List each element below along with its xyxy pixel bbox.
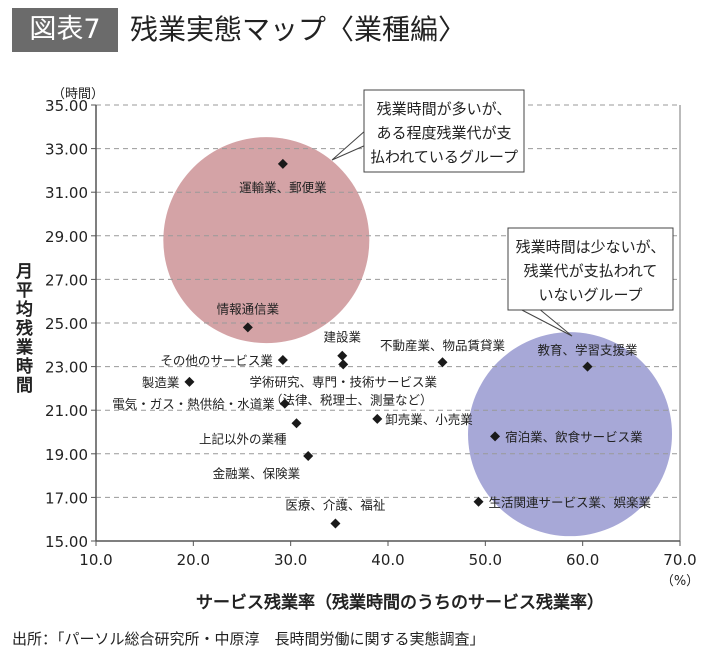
data-point-marker [242,322,253,333]
data-point-label: 宿泊業、飲食サービス業 [505,429,643,444]
data-point-label: 医療、介護、福祉 [285,498,386,513]
x-tick-label: 50.0 [469,551,502,569]
y-axis-title: 月平均残業時間 [12,262,34,395]
low-group-circle [468,332,673,537]
data-point-label: 製造業 [142,375,180,390]
low-group-callout-pointer [517,307,573,337]
data-point-label: 生活関連サービス業、娯楽業 [489,495,652,510]
data-point-label: （法律、税理士、測量など） [270,392,433,407]
x-tick-label: 70.0 [663,551,696,569]
data-point-marker [303,450,314,461]
y-tick-label: 35.00 [45,97,88,115]
x-tick-label: 60.0 [566,551,599,569]
low-group-callout-box [507,227,674,311]
y-tick-label: 15.00 [45,533,88,551]
low-group-callout-text: 残業代が支払われて [524,262,658,280]
data-point-label: 不動産業、物品賃貸業 [380,338,506,353]
high-group-callout-box [363,89,525,173]
high-group-callout-text: 払われているグループ [370,148,518,166]
data-point-marker [279,398,290,409]
x-tick-label: 20.0 [177,551,210,569]
data-point-marker [473,496,484,507]
data-point-label: 教育、学習支援業 [538,343,639,358]
data-point-marker [338,359,349,370]
high-group-callout-text: 残業時間が多いが、 [377,100,512,118]
x-tick-label: 30.0 [274,551,307,569]
data-point-marker [372,413,383,424]
data-point-marker [277,355,288,366]
x-tick-label: 40.0 [371,551,404,569]
low-group-callout-text: 残業時間は少ないが、 [516,238,666,256]
data-point-label: 情報通信業 [217,301,280,316]
high-group-callout-pointer [331,129,367,161]
data-point-marker [582,361,593,372]
data-point-marker [330,518,341,529]
data-point-label: 電気・ガス・熱供給・水道業 [112,397,275,412]
y-tick-label: 27.00 [45,271,88,289]
data-point-label: 運輸業、郵便業 [239,180,327,195]
data-point-label: 建設業 [323,330,361,345]
y-tick-label: 25.00 [45,315,88,333]
chart-title: 残業実態マップ〈業種編〉 [130,13,467,46]
data-point-marker [184,376,195,387]
x-axis-title: サービス残業率（残業時間のうちのサービス残業率） [196,592,604,613]
y-tick-label: 31.00 [45,184,88,202]
source-note: 出所：「パーソル総合研究所・中原淳 長時間労働に関する実態調査」 [12,630,485,648]
data-point-marker [437,357,448,368]
data-point-label: 卸売業、小売業 [385,412,473,427]
data-point-label: 上記以外の業種 [199,431,287,446]
y-tick-label: 17.00 [45,489,88,507]
x-unit-label: （%） [661,574,699,589]
y-unit-label: （時間） [52,87,104,102]
data-point-marker [337,350,348,361]
y-tick-label: 29.00 [45,228,88,246]
low-group-callout-text: いないグループ [538,286,642,304]
data-point-label: その他のサービス業 [160,353,273,368]
y-tick-label: 21.00 [45,402,88,420]
high-group-circle [163,137,370,344]
data-point-marker [490,431,501,442]
y-tick-label: 19.00 [45,446,88,464]
y-tick-label: 23.00 [45,359,88,377]
data-point-marker [291,418,302,429]
x-tick-label: 10.0 [79,551,112,569]
data-point-marker [277,158,288,169]
y-tick-label: 33.00 [45,141,88,159]
data-point-label: 学術研究、専門・技術サービス業 [249,374,437,389]
figure-badge: 図表7 [12,8,118,52]
high-group-callout-text: ある程度残業代が支 [376,124,511,142]
data-point-label: 金融業、保険業 [213,466,301,481]
